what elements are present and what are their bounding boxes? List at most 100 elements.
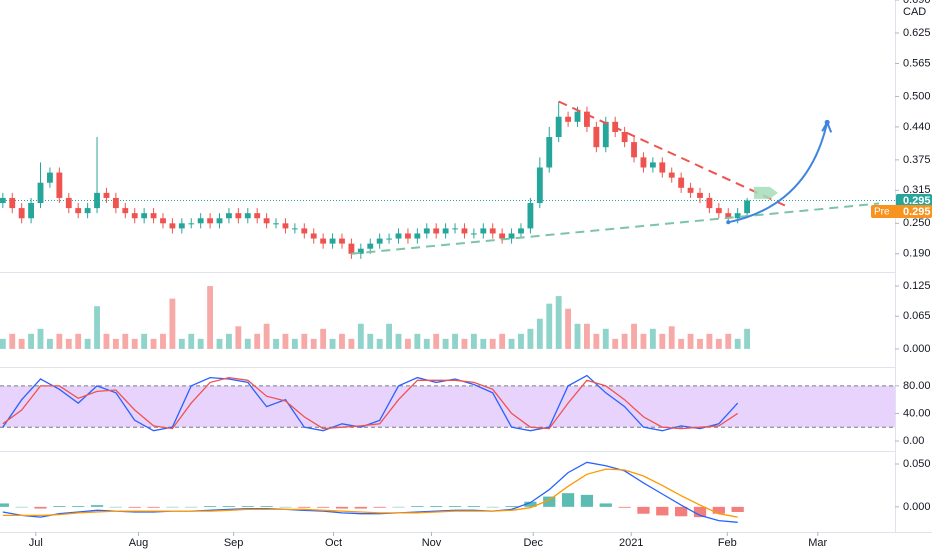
volume-bar bbox=[56, 333, 63, 349]
macd-histogram-bar bbox=[543, 496, 556, 507]
macd-histogram-bar bbox=[675, 506, 688, 517]
volume-bar bbox=[602, 328, 609, 349]
candle-body bbox=[367, 243, 374, 249]
candle-body bbox=[112, 197, 119, 209]
volume-bar bbox=[452, 333, 458, 349]
trendline bbox=[558, 100, 790, 209]
volume-bar bbox=[320, 328, 327, 349]
macd-histogram-bar bbox=[241, 506, 254, 507]
volume-bar bbox=[659, 333, 666, 349]
flag-marker bbox=[753, 186, 778, 199]
candle-body bbox=[461, 228, 468, 234]
macd-histogram-bar bbox=[373, 506, 386, 508]
macd-histogram-bar bbox=[599, 503, 612, 507]
macd-histogram-bar bbox=[486, 506, 499, 508]
candle-body bbox=[395, 233, 402, 239]
volume-bar bbox=[216, 338, 223, 349]
candle-body bbox=[273, 223, 279, 225]
volume-bar bbox=[612, 338, 619, 349]
volume-bar bbox=[75, 333, 82, 349]
y-tick-label: 0.000 bbox=[903, 501, 931, 513]
candle-body bbox=[414, 233, 421, 239]
macd-histogram-bar bbox=[90, 505, 104, 507]
candle-body bbox=[0, 197, 6, 204]
candle-body bbox=[216, 218, 223, 224]
candle-body bbox=[584, 111, 590, 127]
macd-histogram-bar bbox=[128, 506, 141, 508]
volume-bar bbox=[301, 333, 308, 349]
candle-body bbox=[103, 192, 110, 198]
volume-bar bbox=[527, 328, 534, 349]
macd-histogram-bar bbox=[731, 506, 744, 512]
pre-price-box bbox=[871, 204, 932, 218]
candle-body bbox=[621, 131, 628, 143]
candle-body bbox=[546, 137, 553, 168]
candle-body bbox=[84, 208, 91, 214]
volume-bar bbox=[433, 333, 440, 349]
volume-bar bbox=[37, 328, 44, 349]
macd-histogram-bar bbox=[693, 506, 707, 518]
y-tick-label: 0.000 bbox=[903, 343, 931, 355]
indicator-line bbox=[2, 374, 739, 432]
y-tick-label: 0.315 bbox=[903, 184, 931, 196]
stoch-band bbox=[0, 385, 895, 428]
candle-body bbox=[480, 228, 487, 234]
candle-body bbox=[122, 208, 129, 214]
candle-body bbox=[263, 218, 270, 224]
candle-body bbox=[555, 116, 562, 138]
candle-body bbox=[141, 213, 148, 219]
volume-bar bbox=[197, 338, 204, 349]
candle-body bbox=[405, 233, 411, 239]
last-price-box bbox=[896, 193, 932, 207]
candle-body bbox=[452, 228, 458, 230]
macd-histogram-bar bbox=[72, 506, 85, 507]
volume-bar bbox=[226, 333, 232, 349]
candle-body bbox=[518, 228, 524, 234]
x-tick-label: Mar bbox=[808, 537, 827, 549]
pre-price-label: 0.295 bbox=[903, 206, 931, 218]
volume-bar bbox=[414, 333, 421, 349]
volume-bar bbox=[367, 333, 374, 349]
volume-bar bbox=[94, 306, 100, 349]
candle-body bbox=[442, 228, 449, 234]
volume-bar bbox=[263, 323, 270, 349]
macd-histogram-bar bbox=[0, 503, 9, 507]
macd-histogram-bar bbox=[561, 493, 575, 507]
macd-histogram-bar bbox=[260, 506, 273, 507]
y-tick-label: 0.565 bbox=[903, 57, 931, 69]
candle-body bbox=[715, 208, 722, 214]
candle-body bbox=[131, 213, 138, 219]
candle-body bbox=[254, 213, 261, 219]
volume-bar bbox=[18, 338, 25, 349]
candle-body bbox=[433, 228, 440, 234]
macd-histogram-bar bbox=[618, 506, 631, 508]
volume-bar bbox=[423, 338, 430, 349]
macd-histogram-bar bbox=[580, 494, 594, 507]
y-tick-label: 0.050 bbox=[903, 458, 931, 470]
volume-bar bbox=[584, 323, 590, 349]
volume-bar bbox=[131, 338, 138, 349]
volume-bar bbox=[395, 333, 402, 349]
y-tick-label: 0.690 bbox=[903, 0, 931, 6]
volume-bar bbox=[480, 338, 487, 349]
forecast-arrow bbox=[728, 122, 829, 224]
volume-bar bbox=[188, 333, 195, 349]
candle-body bbox=[94, 192, 100, 209]
macd-histogram-bar bbox=[392, 506, 405, 508]
arrow-point bbox=[726, 220, 731, 225]
volume-bar bbox=[470, 333, 477, 349]
volume-bar bbox=[282, 333, 289, 349]
candle-body bbox=[56, 172, 63, 198]
candle-body bbox=[28, 203, 35, 219]
volume-bar bbox=[442, 338, 449, 349]
volume-bar bbox=[489, 338, 496, 349]
volume-bar bbox=[178, 338, 185, 349]
volume-bar bbox=[621, 333, 628, 349]
volume-bar bbox=[725, 333, 732, 349]
volume-bar bbox=[593, 333, 600, 349]
volume-bar bbox=[536, 318, 543, 349]
x-tick-label: Sep bbox=[224, 537, 244, 549]
macd-histogram-bar bbox=[298, 506, 311, 508]
candle-body bbox=[668, 172, 675, 178]
